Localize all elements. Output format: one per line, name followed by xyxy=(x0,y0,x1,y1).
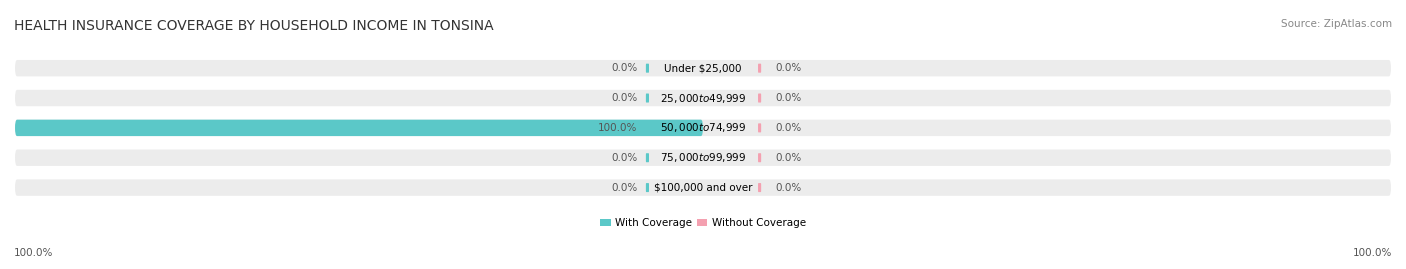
Text: $25,000 to $49,999: $25,000 to $49,999 xyxy=(659,91,747,105)
FancyBboxPatch shape xyxy=(645,183,650,192)
FancyBboxPatch shape xyxy=(758,183,761,192)
FancyBboxPatch shape xyxy=(758,123,761,132)
Text: Under $25,000: Under $25,000 xyxy=(664,63,742,73)
FancyBboxPatch shape xyxy=(758,153,761,162)
Text: 0.0%: 0.0% xyxy=(612,153,638,163)
Text: 0.0%: 0.0% xyxy=(775,153,801,163)
FancyBboxPatch shape xyxy=(645,123,650,132)
Text: $100,000 and over: $100,000 and over xyxy=(654,183,752,193)
Text: 0.0%: 0.0% xyxy=(775,183,801,193)
Text: Source: ZipAtlas.com: Source: ZipAtlas.com xyxy=(1281,19,1392,29)
FancyBboxPatch shape xyxy=(15,150,1391,166)
Text: 100.0%: 100.0% xyxy=(1353,248,1392,258)
FancyBboxPatch shape xyxy=(15,60,1391,76)
Text: $50,000 to $74,999: $50,000 to $74,999 xyxy=(659,121,747,134)
FancyBboxPatch shape xyxy=(758,64,761,73)
Text: 0.0%: 0.0% xyxy=(612,63,638,73)
Text: 0.0%: 0.0% xyxy=(775,123,801,133)
FancyBboxPatch shape xyxy=(645,153,650,162)
FancyBboxPatch shape xyxy=(645,94,650,102)
Text: 100.0%: 100.0% xyxy=(14,248,53,258)
Text: 100.0%: 100.0% xyxy=(599,123,638,133)
Text: 0.0%: 0.0% xyxy=(612,93,638,103)
FancyBboxPatch shape xyxy=(15,179,1391,196)
FancyBboxPatch shape xyxy=(645,64,650,73)
FancyBboxPatch shape xyxy=(758,94,761,102)
Text: 0.0%: 0.0% xyxy=(775,93,801,103)
FancyBboxPatch shape xyxy=(15,120,703,136)
FancyBboxPatch shape xyxy=(15,120,1391,136)
Text: 0.0%: 0.0% xyxy=(612,183,638,193)
Legend: With Coverage, Without Coverage: With Coverage, Without Coverage xyxy=(596,214,810,232)
Text: 0.0%: 0.0% xyxy=(775,63,801,73)
FancyBboxPatch shape xyxy=(15,90,1391,106)
Text: HEALTH INSURANCE COVERAGE BY HOUSEHOLD INCOME IN TONSINA: HEALTH INSURANCE COVERAGE BY HOUSEHOLD I… xyxy=(14,19,494,33)
Text: $75,000 to $99,999: $75,000 to $99,999 xyxy=(659,151,747,164)
